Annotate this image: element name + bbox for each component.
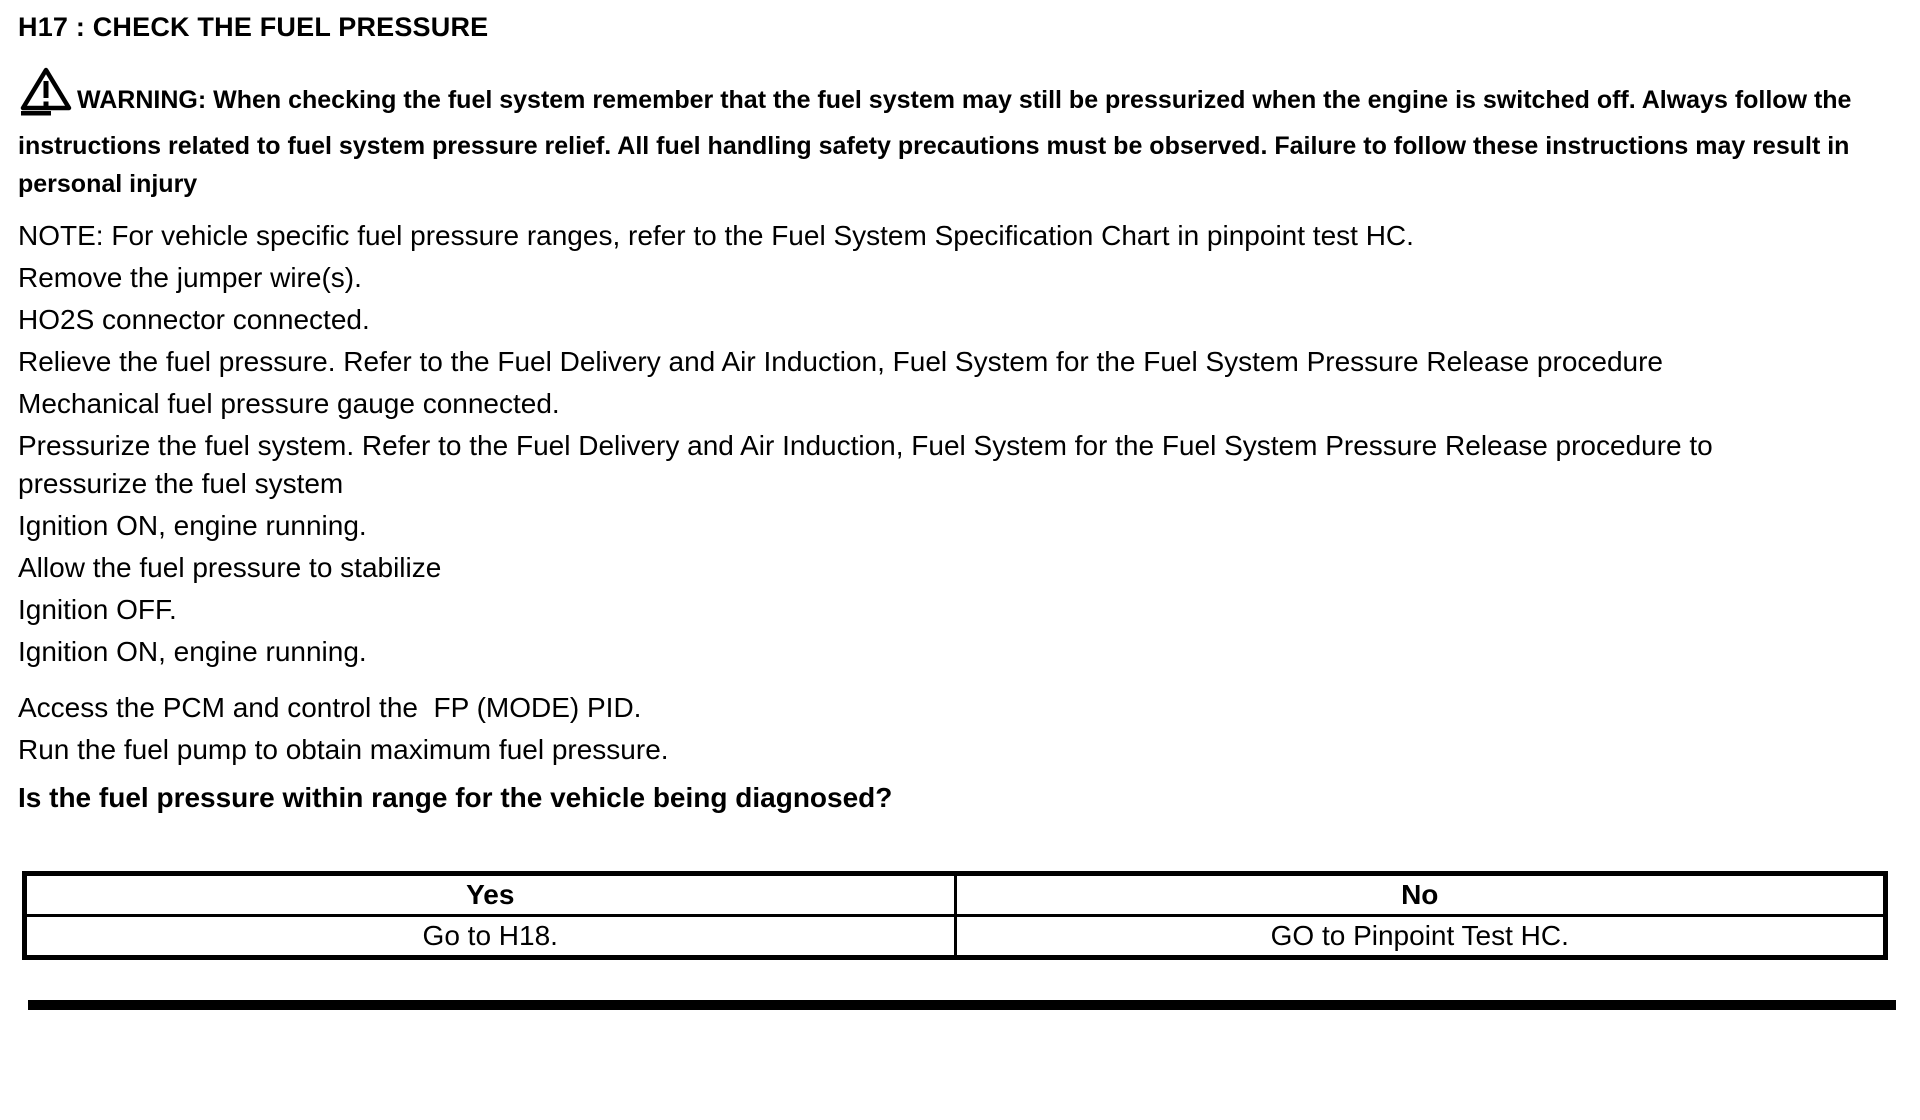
procedure-step: Access the PCM and control the FP (MODE)… [18,692,642,723]
procedure-step: Mechanical fuel pressure gauge connected… [18,388,560,419]
procedure-step: Remove the jumper wire(s). [18,262,362,293]
decision-table-row: Go to H18. GO to Pinpoint Test HC. [23,914,1887,959]
warning-block: WARNING: When checking the fuel system r… [18,66,1895,203]
decision-action-no: GO to Pinpoint Test HC. [953,914,1887,959]
section-divider-rule [28,1000,1896,1010]
procedure-note: NOTE: For vehicle specific fuel pressure… [18,220,1414,251]
decision-question: Is the fuel pressure within range for th… [18,782,893,813]
decision-header-no: No [953,872,1887,917]
procedure-step: Pressurize the fuel system. Refer to the… [18,430,1721,499]
decision-table: Yes No Go to H18. GO to Pinpoint Test HC… [22,871,1888,960]
procedure-step: Relieve the fuel pressure. Refer to the … [18,346,1663,377]
procedure-step: Run the fuel pump to obtain maximum fuel… [18,734,669,765]
decision-table-header-row: Yes No [23,872,1887,917]
decision-action-yes: Go to H18. [23,914,957,959]
procedure-step: Ignition ON, engine running. [18,636,367,667]
warning-text: WARNING: When checking the fuel system r… [18,86,1859,198]
procedure-step: Ignition OFF. [18,594,177,625]
procedure-step: HO2S connector connected. [18,304,370,335]
warning-triangle-icon [18,66,74,127]
procedure-step: Allow the fuel pressure to stabilize [18,552,442,583]
page-title: H17 : CHECK THE FUEL PRESSURE [18,12,489,42]
decision-header-yes: Yes [23,872,957,917]
procedure-step: Ignition ON, engine running. [18,510,367,541]
